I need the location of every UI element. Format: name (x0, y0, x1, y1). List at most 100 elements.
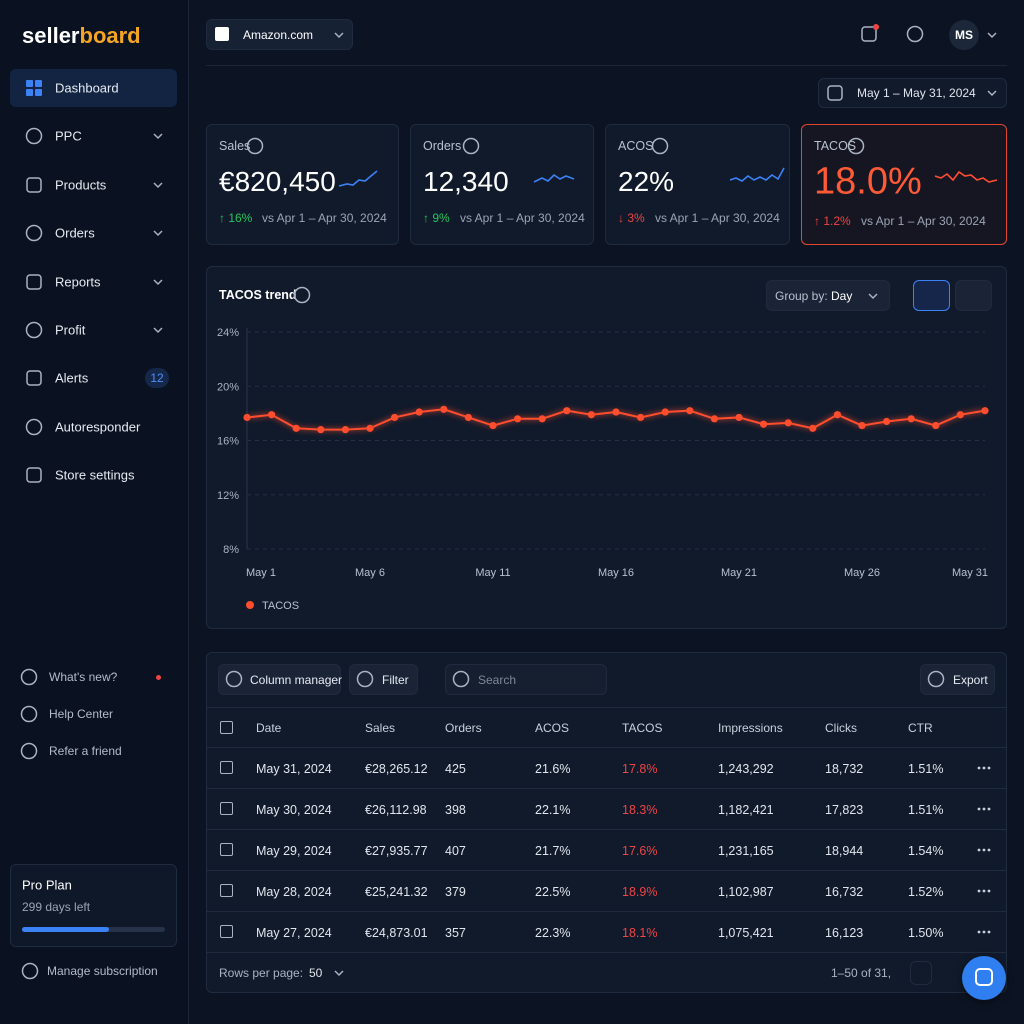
group-by[interactable] (766, 280, 890, 311)
chevron-line (153, 182, 163, 188)
kpi-label: Sales (219, 139, 251, 153)
row-menu-dot (987, 930, 991, 934)
chevron (987, 90, 997, 97)
kpi-value: 12,340 (423, 166, 509, 197)
chevron (153, 182, 163, 188)
avatar[interactable]: MS (949, 20, 979, 50)
cell: 357 (445, 926, 466, 940)
footer-link[interactable]: Refer a friend (49, 744, 122, 758)
table-card (206, 652, 1007, 993)
icon-part (26, 467, 42, 483)
nav-item[interactable]: Alerts (55, 370, 89, 386)
icon-part (21, 962, 39, 980)
search[interactable] (445, 664, 607, 695)
icon-part (225, 670, 243, 688)
checkbox[interactable] (220, 802, 233, 815)
column-manager[interactable] (218, 664, 341, 695)
row-menu (977, 766, 991, 770)
plan-subtitle: 299 days left (22, 900, 91, 914)
chat-button[interactable] (962, 956, 1006, 1000)
checkbox[interactable] (220, 925, 233, 938)
filter[interactable] (349, 664, 418, 695)
chevron-line (153, 327, 163, 334)
nav-item[interactable]: PPC (55, 128, 82, 144)
export[interactable] (920, 664, 995, 695)
chevron (868, 293, 878, 300)
icon-part (25, 128, 43, 145)
prev-page[interactable] (910, 961, 932, 985)
row-menu-dot (977, 930, 981, 934)
nav-item[interactable]: Orders (55, 225, 95, 241)
cell: 1.52% (908, 885, 944, 899)
manage-subscription[interactable]: Manage subscription (47, 964, 158, 978)
nav-item[interactable]: Reports (55, 274, 101, 290)
row-menu (977, 807, 991, 811)
group-by-value: Day (831, 289, 853, 303)
row-menu-dot (987, 766, 991, 770)
kpi-value: €820,450 (219, 166, 336, 197)
icon (26, 273, 42, 290)
row-menu-dot (987, 807, 991, 811)
icon (20, 742, 38, 760)
row-menu-dot (982, 766, 986, 770)
row-menu-dot (982, 848, 986, 852)
nav-item[interactable]: Profit (55, 322, 86, 338)
chevron-line (153, 133, 163, 140)
cell: 22.1% (535, 803, 571, 817)
chat-icon (975, 968, 993, 986)
cell: 18.1% (622, 926, 658, 940)
checkbox[interactable] (220, 761, 233, 774)
icon-part (20, 742, 38, 760)
icon (293, 286, 311, 304)
kpi-change: ↑ 16% (219, 211, 253, 225)
icon (21, 962, 39, 980)
kpi-compare: vs Apr 1 – Apr 30, 2024 (861, 214, 986, 228)
kpi-card (801, 124, 1007, 245)
cell: May 31, 2024 (256, 762, 332, 776)
checkbox[interactable] (220, 843, 233, 856)
cell: 425 (445, 762, 466, 776)
kpi-compare: vs Apr 1 – Apr 30, 2024 (262, 211, 387, 225)
column-header: Impressions (718, 721, 783, 735)
checkbox[interactable] (220, 884, 233, 897)
marketplace-select[interactable] (206, 19, 353, 50)
icon-part (452, 670, 470, 688)
nav-item[interactable]: Products (55, 177, 107, 193)
column-header: Clicks (825, 721, 857, 735)
icon-part (26, 370, 42, 387)
logo-a: seller (22, 23, 80, 48)
line-toggle[interactable] (913, 280, 950, 311)
icon (906, 25, 924, 43)
nav-item[interactable]: Store settings (55, 467, 135, 483)
icon-part (651, 137, 669, 155)
chart-title: TACOS trend (219, 288, 297, 302)
icon (827, 85, 843, 101)
cell: 1,231,165 (718, 844, 774, 858)
footer-link[interactable]: Help Center (49, 707, 114, 721)
footer-link[interactable]: What's new? (49, 670, 118, 684)
date-range[interactable] (818, 78, 1007, 108)
row-menu-dot (977, 848, 981, 852)
kpi-label: Orders (423, 139, 462, 153)
rows-per-page: 50 (309, 966, 323, 980)
cell: 21.6% (535, 762, 571, 776)
kpi-change: ↑ 1.2% (814, 214, 851, 228)
icon (25, 224, 43, 242)
cell: 18,944 (825, 844, 864, 858)
cell: 1.51% (908, 803, 944, 817)
nav-item[interactable]: Autoresponder (55, 419, 141, 435)
icon-part (927, 670, 945, 688)
bar-toggle[interactable] (955, 280, 992, 311)
chevron-line (987, 32, 997, 39)
cell: 407 (445, 844, 466, 858)
nav-item[interactable]: Dashboard (55, 80, 119, 96)
row-menu-dot (977, 889, 981, 893)
cell: 1.54% (908, 844, 944, 858)
icon-part (26, 80, 33, 87)
cell: 18,732 (825, 762, 864, 776)
trend-card (206, 266, 1007, 629)
checkbox[interactable] (220, 721, 233, 734)
cell: €28,265.12 (365, 762, 428, 776)
icon-part (906, 25, 924, 43)
column-header: Sales (365, 721, 396, 735)
